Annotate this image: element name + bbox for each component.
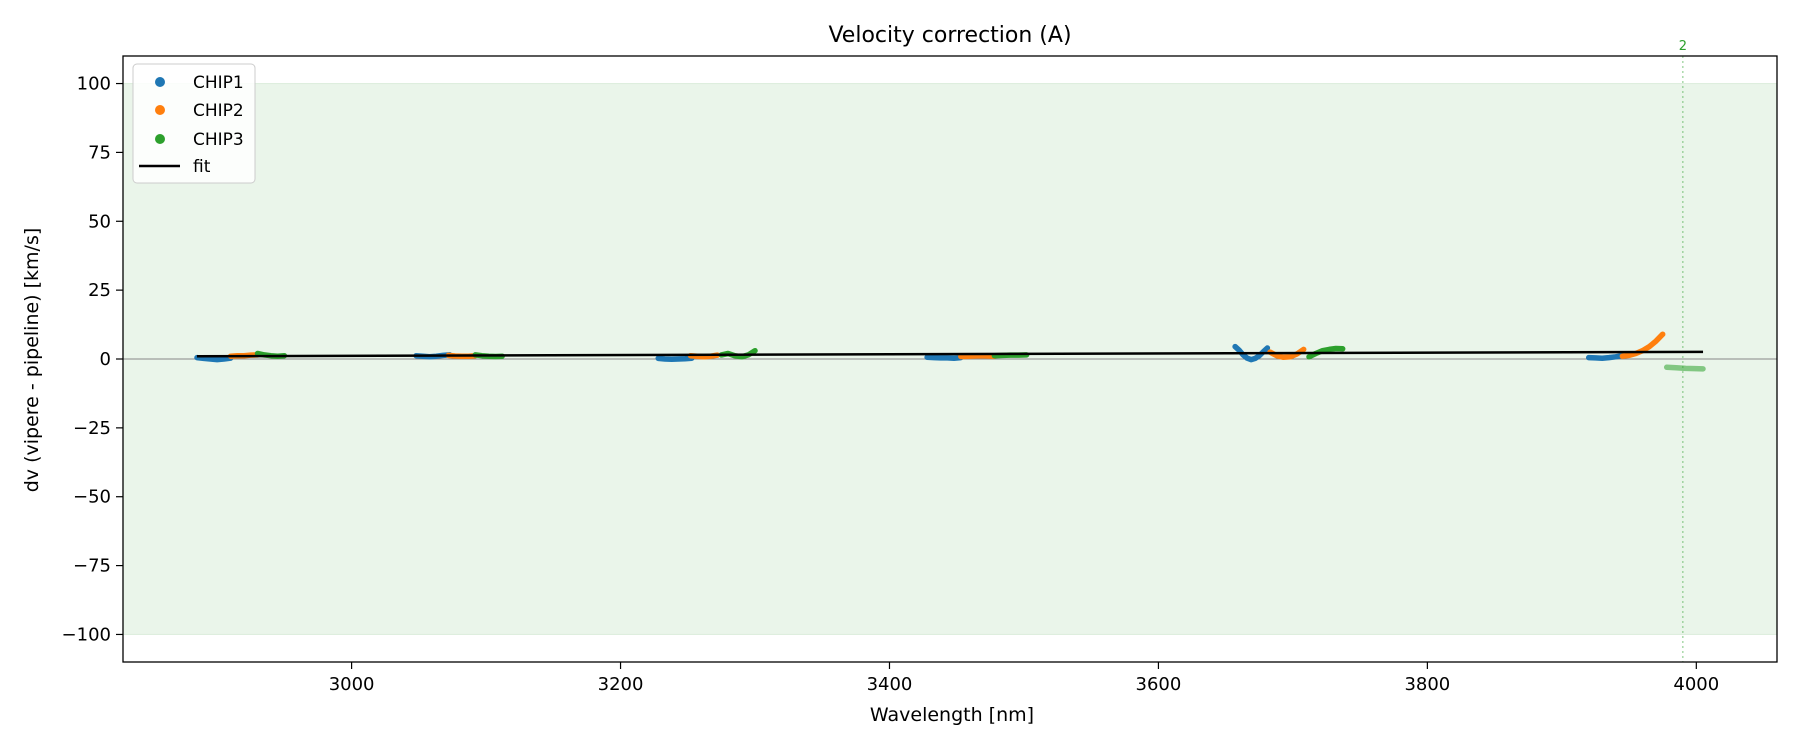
y-tick-label: −100: [62, 624, 111, 645]
legend-box: [132, 63, 256, 184]
data-points-chip1: [1585, 352, 1626, 361]
x-axis: 3000 3200 3400 3600 3800 4000: [329, 662, 1719, 695]
annotations: 2: [1679, 39, 1687, 662]
x-tick-label: 3200: [598, 674, 644, 695]
legend-label-chip2: CHIP2: [193, 101, 244, 121]
y-tick-label: 75: [88, 142, 111, 163]
y-tick-label: 50: [88, 211, 111, 232]
x-tick-label: 3600: [1136, 674, 1182, 695]
y-tick-label: 100: [77, 74, 111, 95]
y-tick-label: 25: [88, 280, 111, 301]
data-points-chip3: [1663, 364, 1706, 372]
y-axis-label: dv (vipere - pipeline) [km/s]: [21, 228, 43, 493]
x-tick-label: 4000: [1673, 674, 1719, 695]
y-tick-label: −75: [73, 556, 111, 577]
annotation-label: 2: [1679, 39, 1687, 54]
x-axis-label: Wavelength [nm]: [870, 704, 1034, 726]
data-points-chip2: [1619, 331, 1666, 359]
legend-marker-chip2: [155, 105, 165, 115]
data-points-chip1: [655, 355, 695, 363]
x-tick-label: 3000: [329, 674, 375, 695]
x-tick-label: 3800: [1404, 674, 1450, 695]
legend: CHIP1 CHIP2 CHIP3 fit: [132, 63, 256, 184]
legend-label-fit: fit: [193, 157, 211, 177]
data-points-chip1: [924, 354, 964, 361]
legend-label-chip1: CHIP1: [193, 73, 244, 93]
y-axis: 100 75 50 25 0 −25 −50 −75 −100: [62, 74, 123, 645]
fit-line: [196, 350, 1704, 358]
y-tick-label: 0: [100, 349, 111, 370]
data-points-chip1: [194, 354, 234, 363]
data-points-chip2: [958, 352, 998, 360]
legend-label-chip3: CHIP3: [193, 130, 244, 150]
legend-marker-chip3: [155, 134, 165, 144]
legend-marker-chip1: [155, 77, 165, 87]
plot-area: 2: [122, 39, 1778, 663]
y-tick-label: −25: [73, 418, 111, 439]
y-tick-label: −50: [73, 487, 111, 508]
x-tick-label: 3400: [867, 674, 913, 695]
chart-title: Velocity correction (A): [828, 23, 1071, 48]
